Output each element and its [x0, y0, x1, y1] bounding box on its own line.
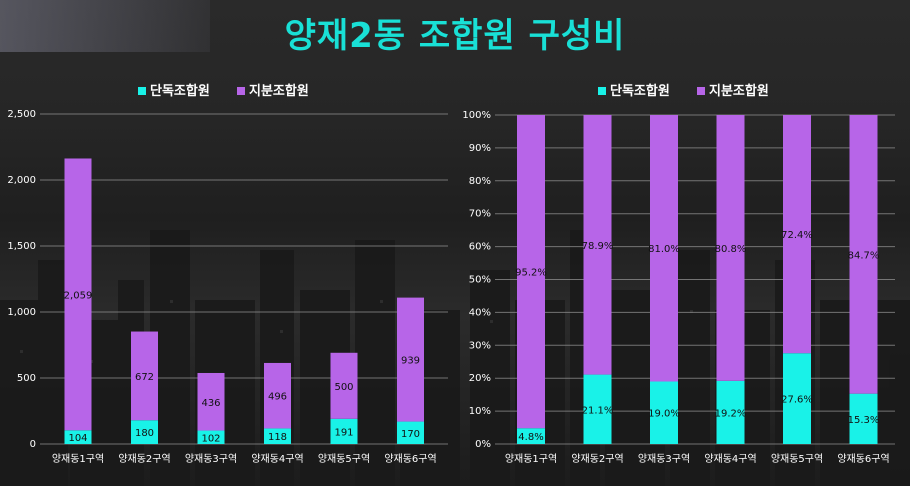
bar-segment — [64, 430, 92, 444]
bar-segment — [650, 115, 678, 382]
bar-segment — [131, 331, 158, 421]
x-category-label: 양재동1구역 — [52, 453, 104, 465]
bar-segment — [783, 115, 811, 354]
legend-label: 지분조합원 — [709, 83, 769, 99]
bar-segment — [783, 353, 811, 444]
data-label: 170 — [401, 429, 420, 440]
legend-swatch — [598, 87, 606, 95]
title-haze — [0, 0, 210, 52]
bar-segment — [517, 428, 545, 444]
legend: 단독조합원 지분조합원 — [138, 83, 309, 99]
y-tick-label: 2,500 — [7, 109, 36, 120]
bar-segment — [716, 115, 745, 381]
y-tick-label: 30% — [469, 340, 491, 351]
x-category-label: 양재동3구역 — [638, 453, 690, 465]
y-tick-label: 100% — [462, 110, 491, 121]
x-category-label: 양재동1구역 — [505, 453, 557, 465]
legend-label: 지분조합원 — [249, 83, 309, 99]
bar-segment — [849, 115, 878, 394]
y-tick-label: 20% — [469, 373, 491, 384]
bar-segment — [64, 158, 92, 431]
data-label: 102 — [201, 433, 220, 444]
y-tick-label: 2,000 — [7, 175, 36, 186]
data-label: 27.6% — [781, 395, 813, 406]
data-label: 2,059 — [64, 290, 93, 301]
bar-segment — [397, 297, 424, 422]
data-label: 939 — [401, 356, 420, 367]
data-label: 4.8% — [518, 432, 543, 443]
data-label: 21.1% — [582, 405, 614, 416]
data-label: 95.2% — [515, 268, 547, 279]
bar-segment — [583, 115, 612, 375]
legend-label: 단독조합원 — [150, 83, 210, 99]
bar-segment — [330, 352, 358, 419]
y-tick-label: 1,000 — [7, 307, 36, 318]
bar-segment — [330, 418, 358, 444]
x-category-label: 양재동5구역 — [771, 453, 823, 465]
y-tick-label: 70% — [469, 209, 491, 220]
data-label: 500 — [334, 382, 353, 393]
x-category-label: 양재동3구역 — [185, 453, 237, 465]
data-label: 19.2% — [715, 408, 747, 419]
data-label: 19.0% — [648, 409, 680, 420]
bar-segment — [264, 428, 291, 444]
data-label: 15.3% — [848, 415, 880, 426]
bar-segment — [849, 393, 878, 444]
bar-segment — [197, 430, 225, 444]
chart-member-count: 단독조합원 지분조합원 0 500 1,000 1,500 2,000 2,500 104 2,0… — [7, 83, 448, 465]
chart-member-ratio: 단독조합원 지분조합원 0% 10% 20% 30% 40% 50% 60% 70% 80% 90% 1… — [462, 83, 895, 465]
y-tick-label: 500 — [17, 373, 36, 384]
data-label: 180 — [135, 428, 154, 439]
y-tick-label: 40% — [469, 307, 491, 318]
bar-segment — [716, 380, 745, 444]
data-label: 78.9% — [582, 241, 614, 252]
y-tick-label: 50% — [469, 275, 491, 286]
data-label: 672 — [135, 372, 154, 383]
y-tick-label: 0 — [30, 439, 36, 450]
bar-segment — [197, 372, 225, 431]
bar-segment — [583, 374, 612, 444]
y-tick-label: 60% — [469, 242, 491, 253]
data-label: 81.0% — [648, 244, 680, 255]
bar-segment — [397, 421, 424, 444]
data-label: 84.7% — [848, 250, 880, 261]
y-tick-label: 0% — [475, 439, 491, 450]
data-label: 496 — [268, 392, 287, 403]
bar-segment — [131, 420, 158, 444]
x-category-label: 양재동4구역 — [251, 453, 303, 465]
data-label: 436 — [201, 398, 220, 409]
data-label: 80.8% — [715, 244, 747, 255]
y-tick-label: 80% — [469, 176, 491, 187]
bar-segment — [517, 115, 545, 429]
bar-segment — [650, 381, 678, 444]
y-tick-label: 10% — [469, 406, 491, 417]
x-category-label: 양재동6구역 — [837, 453, 889, 465]
legend-swatch — [697, 87, 705, 95]
x-category-label: 양재동2구역 — [571, 453, 623, 465]
slide-title: 양재2동 조합원 구성비 — [284, 16, 626, 56]
legend: 단독조합원 지분조합원 — [598, 83, 769, 99]
y-tick-label: 90% — [469, 143, 491, 154]
data-label: 72.4% — [781, 230, 813, 241]
data-label: 104 — [68, 433, 87, 444]
legend-label: 단독조합원 — [610, 83, 670, 99]
data-label: 191 — [334, 427, 353, 438]
legend-swatch — [138, 87, 146, 95]
y-tick-label: 1,500 — [7, 241, 36, 252]
x-category-label: 양재동2구역 — [118, 453, 170, 465]
legend-swatch — [237, 87, 245, 95]
x-category-label: 양재동6구역 — [384, 453, 436, 465]
x-category-label: 양재동4구역 — [704, 453, 756, 465]
bar-segment — [264, 362, 291, 429]
data-label: 118 — [268, 432, 287, 443]
x-category-label: 양재동5구역 — [318, 453, 370, 465]
